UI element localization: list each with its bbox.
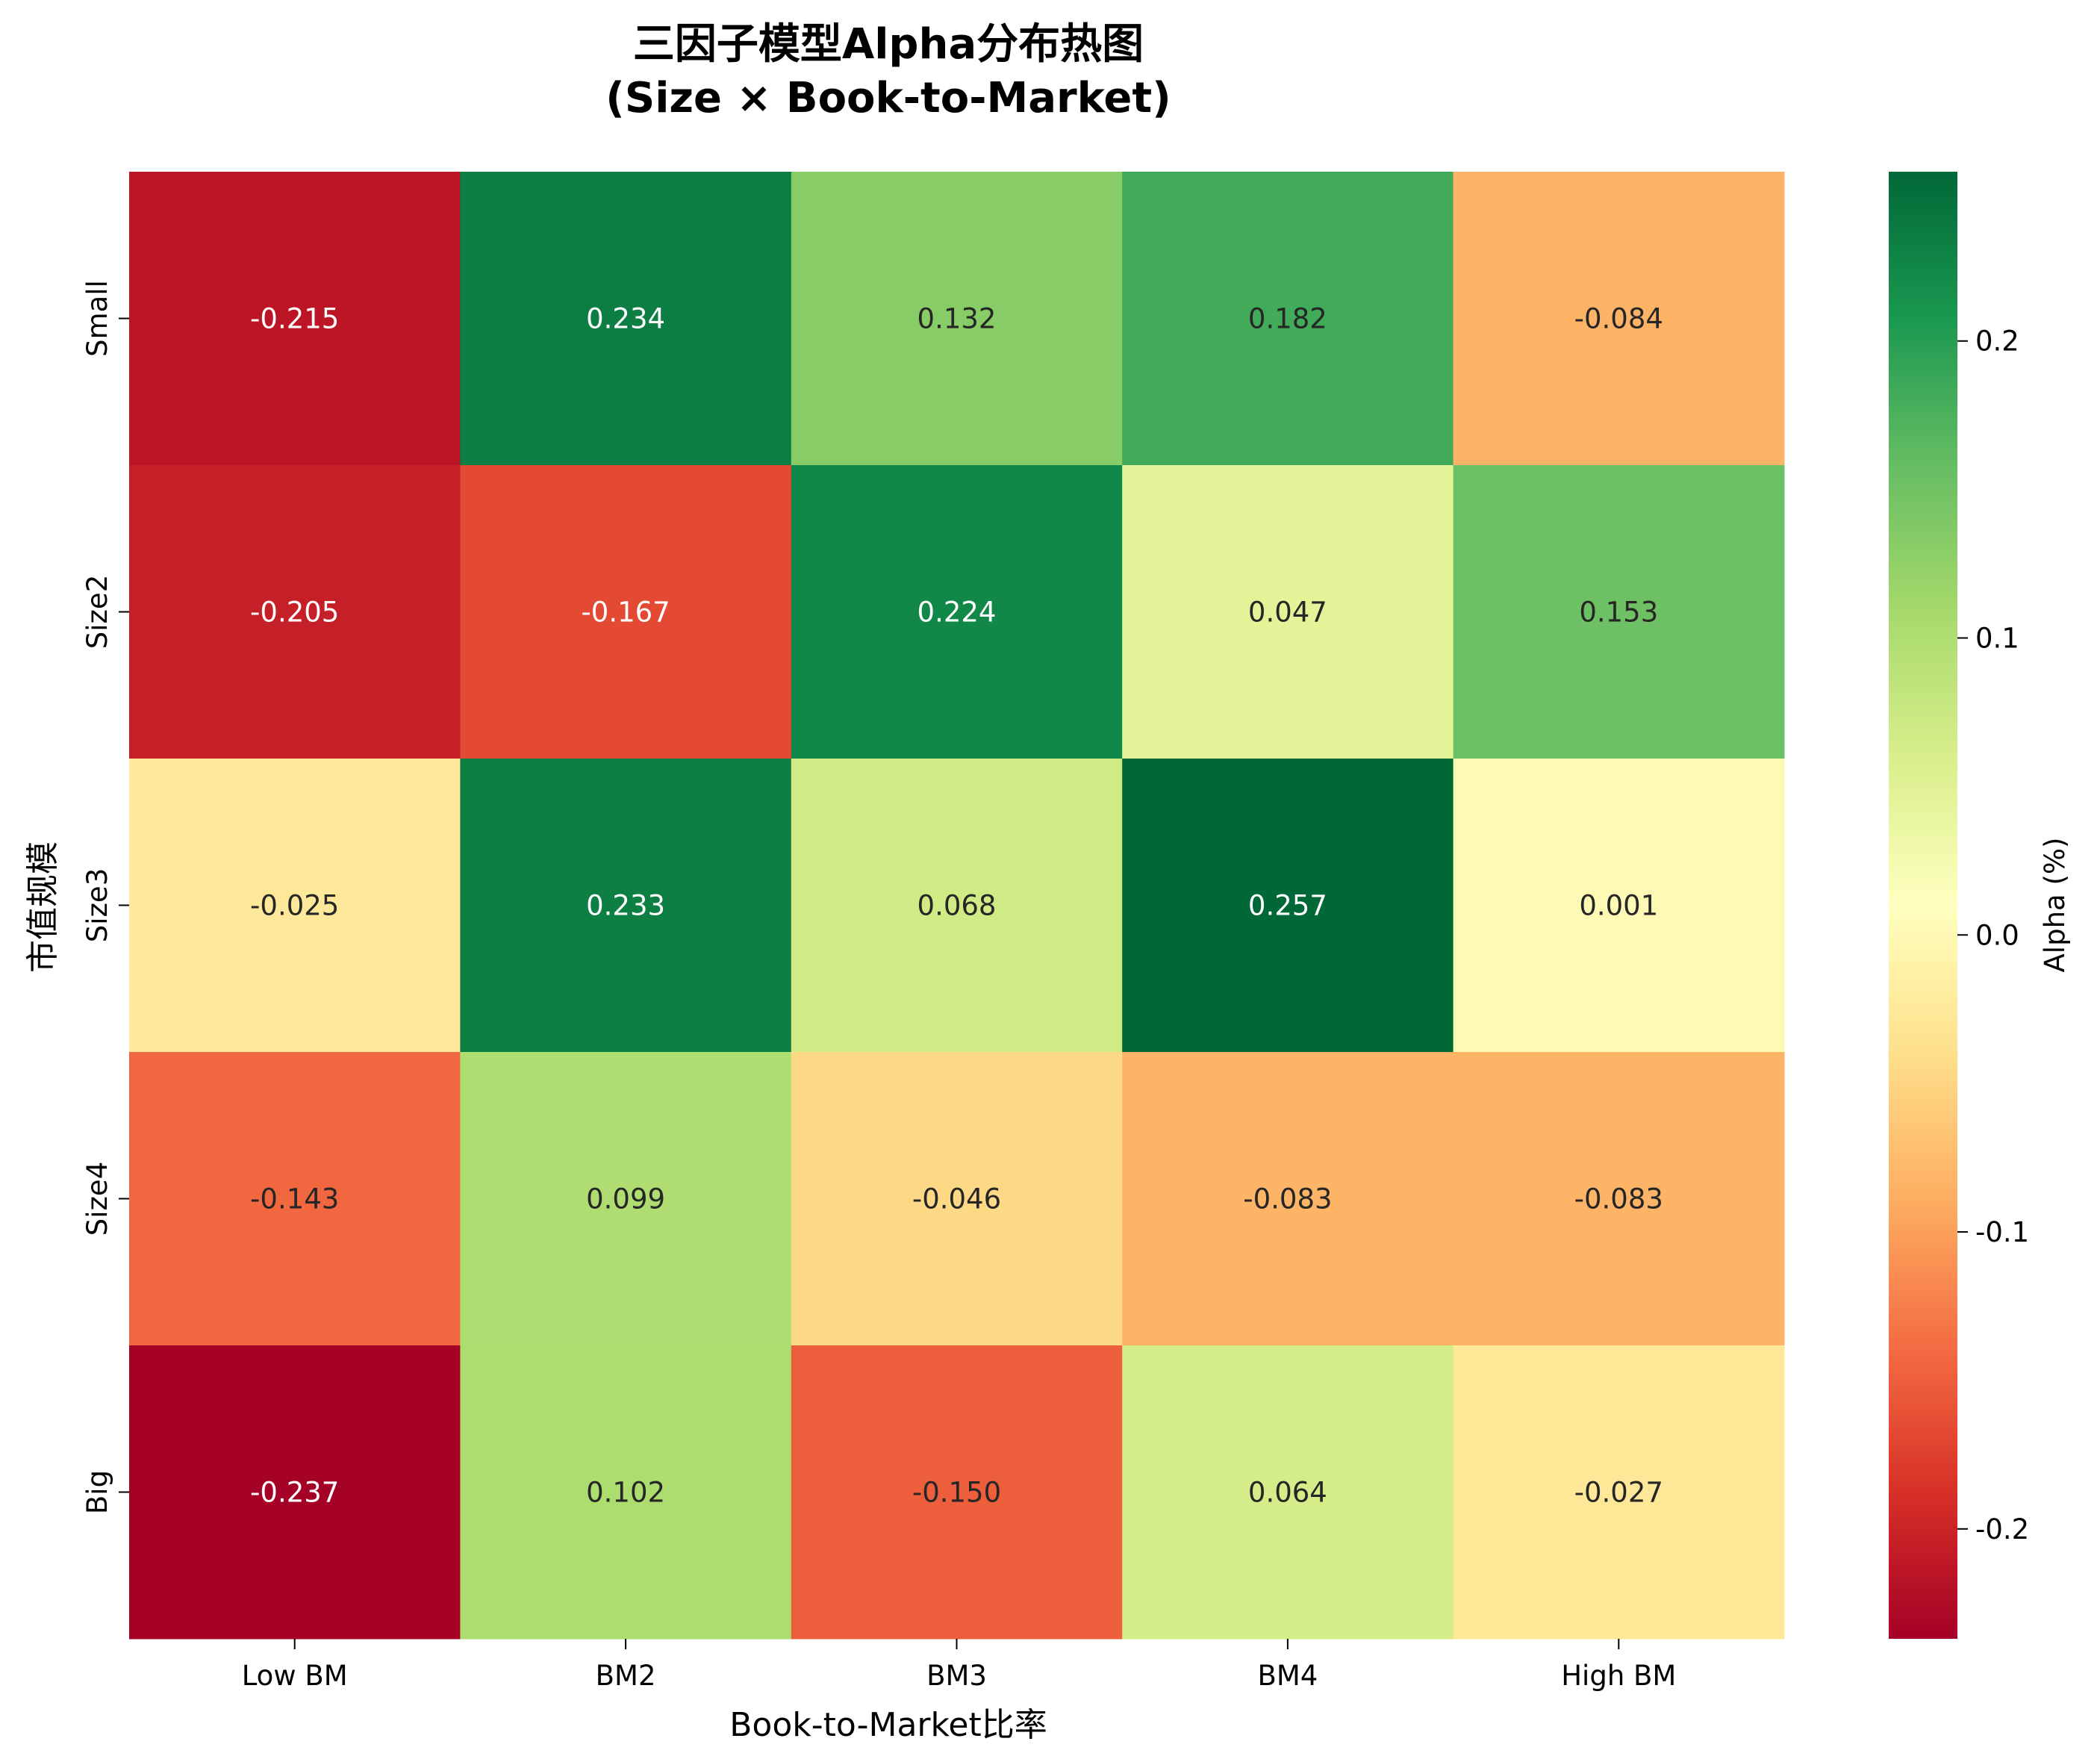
- heatmap-cell: [460, 172, 792, 466]
- cell-value-label: -0.237: [250, 1477, 339, 1509]
- cell-value-label: -0.025: [250, 890, 339, 922]
- cell-value-label: -0.083: [1243, 1183, 1332, 1215]
- chart-subtitle: (Size × Book-to-Market): [605, 74, 1171, 122]
- cell-value-label: 0.068: [917, 890, 997, 922]
- heatmap-cell: [1122, 759, 1454, 1053]
- heatmap-cell: [1453, 1052, 1785, 1346]
- chart-title: 三因子模型Alpha分布热图: [633, 20, 1144, 69]
- heatmap-cell: [1122, 465, 1454, 759]
- cell-value-label: 0.233: [586, 890, 665, 922]
- cell-value-label: 0.224: [917, 597, 997, 629]
- heatmap-cell: [129, 759, 461, 1053]
- cell-value-label: -0.215: [250, 303, 339, 335]
- colorbar-tick-label: -0.2: [1975, 1513, 2029, 1545]
- heatmap-cell: [791, 759, 1123, 1053]
- heatmap-cell: [1122, 1345, 1454, 1640]
- heatmap-cell: [1453, 1345, 1785, 1640]
- y-axis-label: 市值规模: [24, 841, 62, 973]
- colorbar-tick-label: 0.1: [1975, 623, 2019, 655]
- heatmap-cell: [791, 1345, 1123, 1640]
- cell-value-label: 0.182: [1248, 303, 1327, 335]
- x-axis-label: Book-to-Market比率: [729, 1706, 1047, 1744]
- heatmap-cell: [1122, 1052, 1454, 1346]
- y-tick-label: Big: [81, 1470, 113, 1514]
- colorbar: [1889, 172, 1957, 1639]
- cell-value-label: 0.234: [586, 303, 665, 335]
- y-tick-label: Size3: [81, 868, 113, 943]
- colorbar-tick-label: -0.1: [1975, 1216, 2029, 1248]
- cell-value-label: 0.047: [1248, 597, 1327, 629]
- cell-value-label: 0.099: [586, 1183, 665, 1215]
- heatmap-cell: [791, 1052, 1123, 1346]
- x-tick-label: Low BM: [242, 1660, 348, 1692]
- colorbar-tick-label: 0.0: [1975, 919, 2019, 951]
- cell-value-label: 0.064: [1248, 1477, 1327, 1509]
- heatmap-cells: [129, 172, 1785, 1640]
- cell-value-label: -0.084: [1574, 303, 1663, 335]
- heatmap-cell: [129, 1345, 461, 1640]
- heatmap-cell: [129, 172, 461, 466]
- cell-value-label: -0.027: [1574, 1477, 1663, 1509]
- y-tick-label: Size2: [81, 575, 113, 650]
- cell-value-label: -0.046: [912, 1183, 1001, 1215]
- x-tick-label: BM3: [926, 1660, 987, 1692]
- colorbar-label: Alpha (%): [2039, 838, 2071, 973]
- heatmap-cell: [460, 1052, 792, 1346]
- x-tick-label: High BM: [1561, 1660, 1676, 1692]
- heatmap-cell: [1453, 465, 1785, 759]
- cell-value-label: 0.153: [1579, 597, 1658, 629]
- heatmap-cell: [1122, 172, 1454, 466]
- cell-value-label: 0.001: [1579, 890, 1658, 922]
- heatmap-cell: [1453, 172, 1785, 466]
- heatmap-cell: [1453, 759, 1785, 1053]
- x-tick-label: BM2: [596, 1660, 656, 1692]
- heatmap-cell: [460, 465, 792, 759]
- heatmap-cell: [129, 1052, 461, 1346]
- heatmap-cell: [460, 759, 792, 1053]
- cell-value-label: -0.083: [1574, 1183, 1663, 1215]
- cell-value-label: -0.167: [581, 597, 670, 629]
- heatmap-cell: [129, 465, 461, 759]
- y-axis-ticks: Small Size2 Size3 Size4 Big: [81, 280, 129, 1514]
- heatmap-cell: [791, 465, 1123, 759]
- y-tick-label: Size4: [81, 1162, 113, 1236]
- cell-value-label: 0.132: [917, 303, 997, 335]
- cell-value-label: -0.205: [250, 597, 339, 629]
- cell-value-label: -0.150: [912, 1477, 1001, 1509]
- x-axis-ticks: Low BM BM2 BM3 BM4 High BM: [242, 1639, 1676, 1692]
- cell-value-label: 0.102: [586, 1477, 665, 1509]
- colorbar-ticks: -0.2 -0.1 0.0 0.1 0.2: [1957, 326, 2029, 1545]
- colorbar-tick-label: 0.2: [1975, 326, 2019, 358]
- heatmap-cell: [791, 172, 1123, 466]
- cell-value-label: 0.257: [1248, 890, 1327, 922]
- heatmap-cell: [460, 1345, 792, 1640]
- cell-value-label: -0.143: [250, 1183, 339, 1215]
- x-tick-label: BM4: [1257, 1660, 1318, 1692]
- heatmap-value-labels: -0.215 0.234 0.132 0.182 -0.084 -0.205 -0.167 0…: [250, 303, 1663, 1509]
- y-tick-label: Small: [81, 280, 113, 357]
